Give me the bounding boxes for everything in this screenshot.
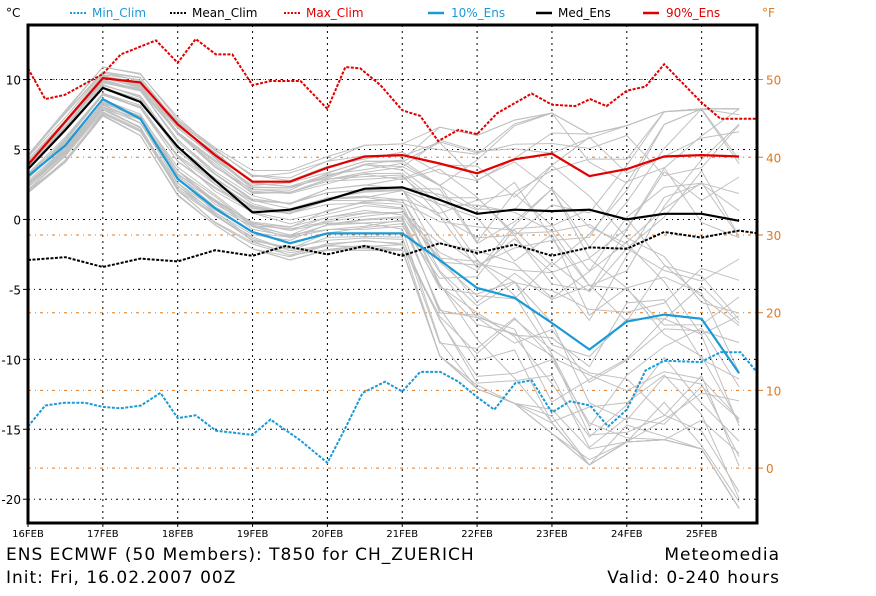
- fahrenheit-tick-label: 10: [766, 384, 781, 398]
- celsius-tick-label: 5: [13, 144, 21, 158]
- legend-label-med-ens: Med_Ens: [558, 6, 611, 20]
- ensemble-member-line: [27, 77, 740, 428]
- day-tick-label: 19FEB: [237, 529, 269, 540]
- fahrenheit-tick-label: 20: [766, 307, 781, 321]
- ensemble-member-line: [27, 108, 740, 509]
- ensemble-member-line: [27, 99, 740, 442]
- celsius-tick-label: -10: [1, 353, 21, 367]
- ensemble-member-line: [27, 71, 740, 250]
- fahrenheit-tick-label: 50: [766, 74, 781, 88]
- legend: °C Min_Clim Mean_Clim Max_Clim 10%_Ens M…: [6, 6, 775, 20]
- day-tick-label: 24FEB: [611, 529, 643, 540]
- ensemble-member-line: [27, 77, 740, 243]
- footer-init: Init: Fri, 16.02.2007 00Z: [6, 568, 237, 588]
- day-tick-label: 25FEB: [686, 529, 718, 540]
- day-tick-label: 16FEB: [12, 529, 44, 540]
- clim-line-min-clim: [27, 351, 759, 465]
- ensemble-member-line: [27, 109, 740, 466]
- ensemble-member-line: [27, 94, 740, 467]
- ens-90-line: [27, 77, 740, 183]
- unit-celsius-label: °C: [6, 6, 20, 20]
- legend-label-90-ens: 90%_Ens: [666, 6, 720, 20]
- ensemble-member-line: [27, 112, 740, 420]
- ensemble-member-line: [27, 81, 740, 326]
- unit-fahrenheit-label: °F: [762, 6, 775, 20]
- celsius-tick-label: 0: [13, 213, 21, 227]
- ensemble-member-line: [27, 77, 740, 194]
- ensemble-member-line: [27, 111, 740, 509]
- ensemble-member-line: [27, 80, 740, 205]
- legend-label-mean-clim: Mean_Clim: [192, 6, 257, 20]
- ensemble-member-line: [27, 101, 740, 427]
- ensemble-member-line: [27, 94, 740, 266]
- legend-label-min-clim: Min_Clim: [92, 6, 146, 20]
- celsius-tick-label: -20: [1, 493, 21, 507]
- celsius-tick-label: -15: [1, 423, 21, 437]
- climatology-lines: [27, 37, 759, 465]
- day-tick-label: 21FEB: [386, 529, 418, 540]
- ensemble-members: [27, 66, 740, 509]
- ensemble-member-line: [27, 74, 740, 237]
- ensemble-member-line: [27, 75, 740, 189]
- ensemble-member-line: [27, 104, 740, 403]
- day-tick-label: 23FEB: [536, 529, 568, 540]
- ensemble-member-line: [27, 92, 740, 313]
- fahrenheit-tick-label: 30: [766, 229, 781, 243]
- day-tick-label: 17FEB: [87, 529, 119, 540]
- legend-label-10-ens: 10%_Ens: [451, 6, 505, 20]
- footer-title: ENS ECMWF (50 Members): T850 for CH_ZUER…: [6, 545, 475, 565]
- day-tick-label: 20FEB: [312, 529, 344, 540]
- ensemble-member-line: [27, 83, 740, 322]
- day-gridlines: [102, 25, 703, 523]
- ens-median-line: [27, 86, 740, 222]
- clim-line-max-clim: [27, 37, 756, 143]
- fahrenheit-gridlines: [28, 79, 757, 469]
- ensemble-percentile-lines: [27, 77, 741, 374]
- ensemble-member-line: [27, 106, 740, 299]
- ens-10-line: [27, 97, 741, 374]
- clim-line-mean-clim: [27, 229, 758, 269]
- ensemble-member-line: [27, 93, 740, 291]
- day-tick-label: 18FEB: [162, 529, 194, 540]
- fahrenheit-tick-label: 0: [766, 462, 774, 476]
- ensemble-member-line: [27, 107, 740, 509]
- footer-source: Meteomedia: [664, 545, 780, 565]
- ensemble-chart: °C Min_Clim Mean_Clim Max_Clim 10%_Ens M…: [1, 6, 781, 540]
- celsius-tick-label: 10: [6, 74, 21, 88]
- footer-valid: Valid: 0-240 hours: [607, 568, 780, 588]
- fahrenheit-tick-label: 40: [766, 151, 781, 165]
- ensemble-member-line: [27, 99, 740, 358]
- celsius-gridlines: [28, 79, 757, 500]
- day-tick-label: 22FEB: [461, 529, 493, 540]
- celsius-tick-label: -5: [9, 283, 21, 297]
- plot-frame: [26, 23, 759, 525]
- legend-label-max-clim: Max_Clim: [306, 6, 364, 20]
